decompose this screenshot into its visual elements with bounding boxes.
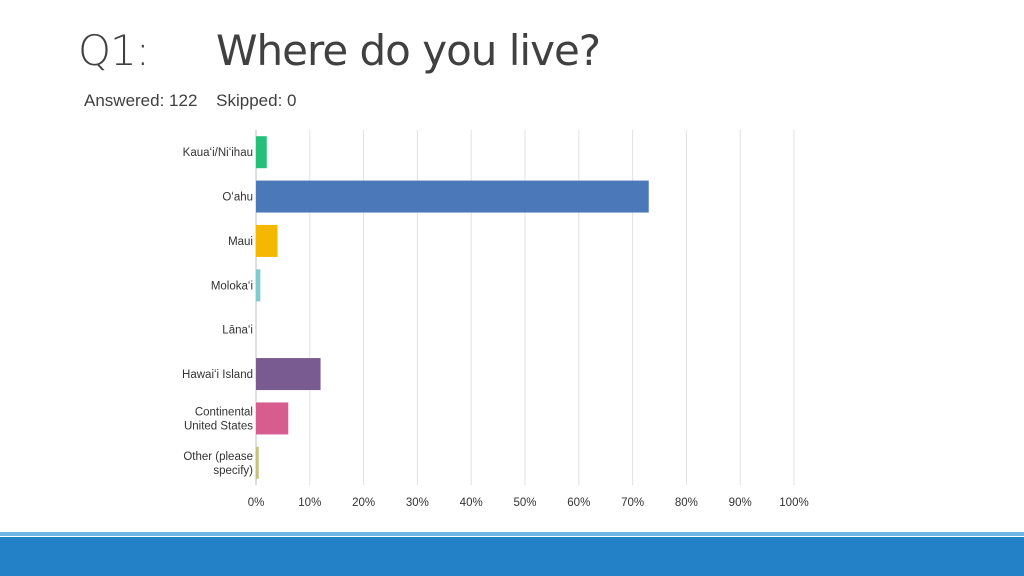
x-tick-label: 90% xyxy=(729,497,752,509)
x-tick-label: 0% xyxy=(248,497,265,509)
category-label: Continental United States xyxy=(184,406,253,432)
footer-accent-line xyxy=(0,532,1024,536)
x-tick-label: 30% xyxy=(406,497,429,509)
category-label: Kauaʻi/Niʻihau xyxy=(183,147,253,159)
response-stats: Answered: 122 Skipped: 0 xyxy=(84,91,310,111)
skipped-count: Skipped: 0 xyxy=(216,91,297,110)
x-tick-label: 10% xyxy=(298,497,321,509)
bar xyxy=(256,402,289,435)
question-title: Where do you live? xyxy=(216,26,601,75)
x-tick-label: 100% xyxy=(779,497,808,509)
category-label: Oʻahu xyxy=(222,192,253,204)
x-tick-label: 20% xyxy=(352,497,375,509)
x-tick-label: 60% xyxy=(567,497,590,509)
x-tick-label: 50% xyxy=(513,497,536,509)
question-number: Q1: xyxy=(78,26,150,75)
x-tick-label: 80% xyxy=(675,497,698,509)
bar xyxy=(256,358,321,391)
category-label: Hawaiʻi Island xyxy=(182,369,253,381)
bar xyxy=(256,180,649,213)
x-tick-label: 40% xyxy=(460,497,483,509)
bar-chart: Kauaʻi/Niʻihau Oʻahu Maui Molokaʻi Lānaʻi Haw… xyxy=(182,130,809,509)
x-tick-label: 70% xyxy=(621,497,644,509)
category-label: Molokaʻi xyxy=(211,280,253,292)
bar xyxy=(256,446,259,479)
footer-bar xyxy=(0,537,1024,576)
category-label: Other (please specify) xyxy=(183,451,253,477)
bar xyxy=(256,224,278,257)
category-label: Lānaʻi xyxy=(222,325,253,337)
category-label: Maui xyxy=(228,236,253,248)
answered-count: Answered: 122 xyxy=(84,91,198,110)
bar xyxy=(256,269,261,302)
bar xyxy=(256,136,267,169)
